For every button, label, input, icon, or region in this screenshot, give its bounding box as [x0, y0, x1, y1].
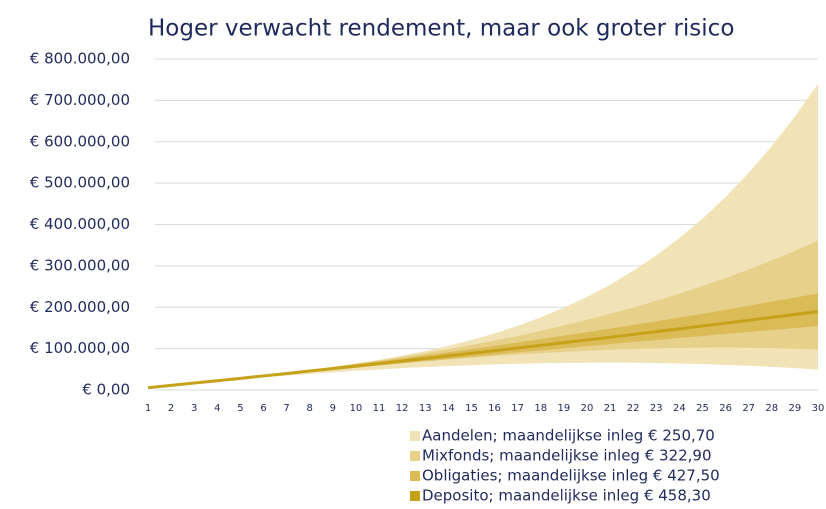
x-tick-label: 8: [307, 403, 313, 414]
y-tick-label: € 700.000,00: [30, 91, 130, 109]
legend-label: Aandelen; maandelijkse inleg € 250,70: [422, 427, 715, 445]
y-tick-label: € 800.000,00: [30, 50, 130, 68]
x-tick-label: 19: [557, 403, 570, 414]
x-tick-label: 27: [742, 403, 755, 414]
legend-label: Obligaties; maandelijkse inleg € 427,50: [422, 467, 720, 485]
y-tick-label: € 100.000,00: [30, 339, 130, 357]
x-tick-label: 26: [719, 403, 732, 414]
x-tick-label: 10: [350, 403, 363, 414]
y-tick-label: € 400.000,00: [30, 215, 130, 233]
legend-swatch: [410, 491, 420, 501]
chart-title: Hoger verwacht rendement, maar ook grote…: [148, 16, 734, 42]
x-tick-label: 20: [581, 403, 594, 414]
line: [147, 309, 819, 390]
y-tick-label: € 600.000,00: [30, 132, 130, 150]
x-tick-label: 14: [442, 403, 455, 414]
x-tick-label: 25: [696, 403, 709, 414]
x-tick-label: 15: [465, 403, 478, 414]
x-tick-label: 5: [237, 403, 243, 414]
x-tick-label: 30: [812, 403, 825, 414]
x-tick-label: 22: [627, 403, 640, 414]
legend-label: Deposito; maandelijkse inleg € 458,30: [422, 487, 711, 505]
x-tick-label: 1: [145, 403, 151, 414]
x-tick-label: 11: [373, 403, 386, 414]
x-tick-label: 3: [191, 403, 197, 414]
legend-swatch: [410, 431, 420, 441]
x-tick-label: 16: [488, 403, 501, 414]
x-tick-label: 17: [511, 403, 524, 414]
x-tick-label: 23: [650, 403, 663, 414]
legend-swatch: [410, 451, 420, 461]
x-tick-label: 28: [765, 403, 778, 414]
x-tick-label: 24: [673, 403, 686, 414]
x-tick-label: 21: [604, 403, 617, 414]
band-area: [148, 240, 818, 388]
x-tick-label: 4: [214, 403, 220, 414]
x-tick-label: 9: [330, 403, 336, 414]
y-tick-label: € 0,00: [82, 381, 130, 399]
y-tick-label: € 500.000,00: [30, 174, 130, 192]
x-tick-label: 6: [260, 403, 266, 414]
x-tick-label: 2: [168, 403, 174, 414]
y-tick-label: € 300.000,00: [30, 256, 130, 274]
x-tick-label: 7: [283, 403, 289, 414]
x-tick-label: 29: [789, 403, 802, 414]
legend-label: Mixfonds; maandelijkse inleg € 322,90: [422, 447, 712, 465]
y-tick-label: € 200.000,00: [30, 298, 130, 316]
legend-swatch: [410, 471, 420, 481]
x-tick-label: 12: [396, 403, 409, 414]
x-tick-label: 18: [534, 403, 547, 414]
x-tick-label: 13: [419, 403, 432, 414]
